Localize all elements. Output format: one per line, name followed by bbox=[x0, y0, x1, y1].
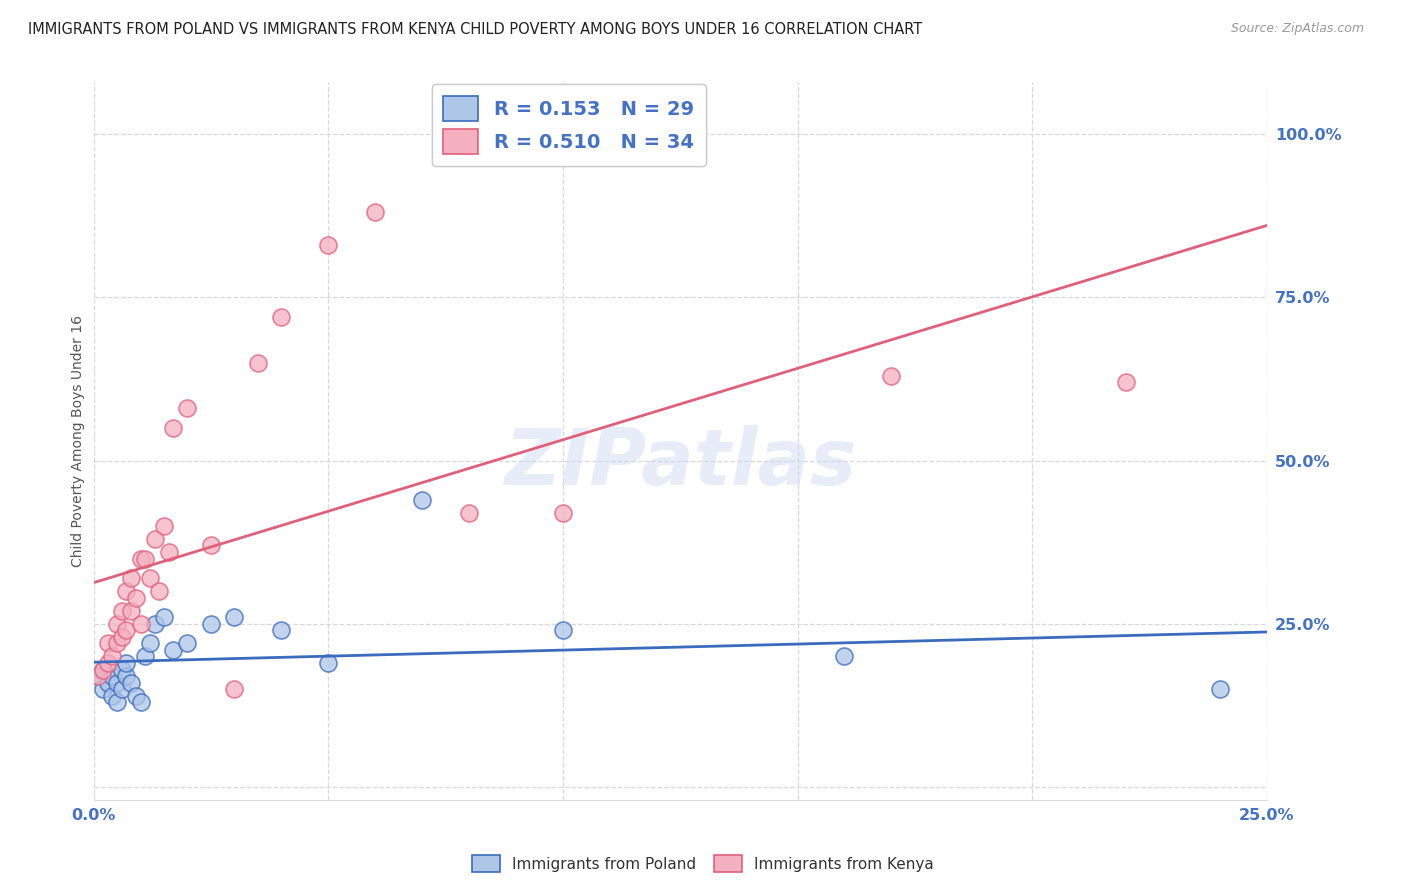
Point bbox=[115, 624, 138, 638]
Point bbox=[91, 682, 114, 697]
Point bbox=[105, 616, 128, 631]
Point bbox=[111, 682, 134, 697]
Point bbox=[134, 551, 156, 566]
Point bbox=[200, 539, 222, 553]
Text: ZIPatlas: ZIPatlas bbox=[505, 425, 856, 500]
Point bbox=[224, 610, 246, 624]
Point bbox=[551, 506, 574, 520]
Point bbox=[101, 689, 124, 703]
Point bbox=[162, 643, 184, 657]
Point bbox=[143, 616, 166, 631]
Point bbox=[200, 616, 222, 631]
Point bbox=[105, 675, 128, 690]
Point bbox=[153, 519, 176, 533]
Point bbox=[139, 636, 162, 650]
Point bbox=[834, 649, 856, 664]
Point bbox=[1115, 376, 1137, 390]
Point bbox=[87, 669, 110, 683]
Point bbox=[111, 630, 134, 644]
Point bbox=[1209, 682, 1232, 697]
Point bbox=[129, 551, 152, 566]
Point bbox=[162, 421, 184, 435]
Point bbox=[880, 368, 903, 383]
Point bbox=[316, 238, 339, 252]
Point bbox=[115, 669, 138, 683]
Point bbox=[270, 310, 292, 324]
Point bbox=[270, 624, 292, 638]
Y-axis label: Child Poverty Among Boys Under 16: Child Poverty Among Boys Under 16 bbox=[72, 315, 86, 567]
Legend: R = 0.153   N = 29, R = 0.510   N = 34: R = 0.153 N = 29, R = 0.510 N = 34 bbox=[432, 85, 706, 166]
Point bbox=[224, 682, 246, 697]
Point bbox=[91, 663, 114, 677]
Point bbox=[105, 695, 128, 709]
Point bbox=[111, 604, 134, 618]
Point bbox=[97, 636, 120, 650]
Point bbox=[134, 649, 156, 664]
Point bbox=[129, 616, 152, 631]
Point bbox=[176, 401, 198, 416]
Point bbox=[115, 656, 138, 670]
Text: Source: ZipAtlas.com: Source: ZipAtlas.com bbox=[1230, 22, 1364, 36]
Point bbox=[115, 584, 138, 599]
Point bbox=[129, 695, 152, 709]
Point bbox=[87, 669, 110, 683]
Point bbox=[148, 584, 170, 599]
Point bbox=[105, 636, 128, 650]
Point bbox=[120, 571, 142, 585]
Point bbox=[458, 506, 481, 520]
Point bbox=[111, 663, 134, 677]
Point bbox=[176, 636, 198, 650]
Point bbox=[551, 624, 574, 638]
Point bbox=[101, 649, 124, 664]
Point bbox=[125, 591, 148, 605]
Point bbox=[153, 610, 176, 624]
Point bbox=[157, 545, 180, 559]
Text: IMMIGRANTS FROM POLAND VS IMMIGRANTS FROM KENYA CHILD POVERTY AMONG BOYS UNDER 1: IMMIGRANTS FROM POLAND VS IMMIGRANTS FRO… bbox=[28, 22, 922, 37]
Point bbox=[143, 532, 166, 546]
Point bbox=[246, 356, 269, 370]
Point bbox=[91, 663, 114, 677]
Point bbox=[364, 205, 387, 219]
Point bbox=[125, 689, 148, 703]
Point bbox=[101, 669, 124, 683]
Point bbox=[97, 675, 120, 690]
Point bbox=[139, 571, 162, 585]
Point bbox=[97, 656, 120, 670]
Legend: Immigrants from Poland, Immigrants from Kenya: Immigrants from Poland, Immigrants from … bbox=[464, 847, 942, 880]
Point bbox=[120, 604, 142, 618]
Point bbox=[120, 675, 142, 690]
Point bbox=[316, 656, 339, 670]
Point bbox=[411, 492, 433, 507]
